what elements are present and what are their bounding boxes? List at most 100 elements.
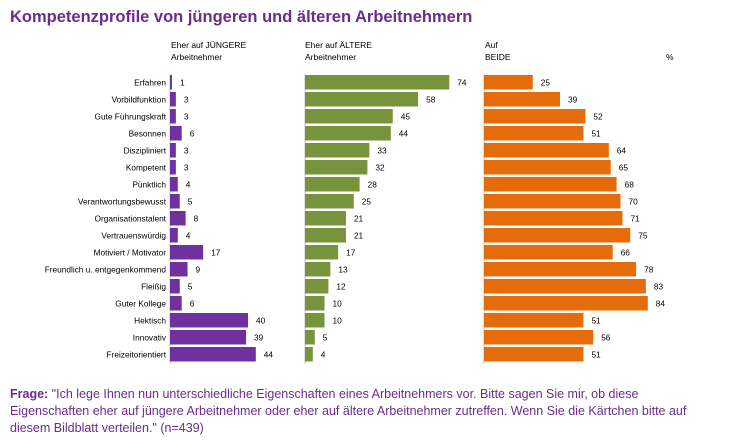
value-label-old: 32 xyxy=(375,162,385,172)
bar-old xyxy=(305,347,313,362)
bar-young xyxy=(170,245,204,260)
category-label: Fleißig xyxy=(141,281,166,291)
value-label-young: 40 xyxy=(256,315,266,325)
category-label: Organisationstalent xyxy=(95,213,167,223)
bar-both xyxy=(484,92,561,107)
category-label: Innovativ xyxy=(133,332,167,342)
value-label-both: 51 xyxy=(591,315,601,325)
bar-young xyxy=(170,211,186,226)
category-label: Kompetent xyxy=(126,162,167,172)
value-label-both: 84 xyxy=(656,298,666,308)
value-label-both: 66 xyxy=(621,247,631,257)
bar-old xyxy=(305,211,346,226)
category-label: Vertrauenswürdig xyxy=(101,230,166,240)
value-label-young: 3 xyxy=(184,94,189,104)
value-label-old: 12 xyxy=(336,281,346,291)
value-label-young: 9 xyxy=(196,264,201,274)
value-label-old: 25 xyxy=(362,196,372,206)
category-label: Diszipliniert xyxy=(124,145,167,155)
header-old-line1: Eher auf ÄLTERE xyxy=(305,40,372,50)
bar-young xyxy=(170,313,248,328)
value-label-old: 10 xyxy=(333,315,343,325)
value-label-young: 4 xyxy=(186,179,191,189)
footnote-text: "Ich lege Ihnen nun unterschiedliche Eig… xyxy=(10,387,687,435)
bar-old xyxy=(305,177,360,192)
value-label-old: 45 xyxy=(401,111,411,121)
bar-both xyxy=(484,177,617,192)
bar-young xyxy=(170,177,178,192)
header-old-line2: Arbeitnehmer xyxy=(305,52,356,62)
bar-young xyxy=(170,194,180,209)
footnote-label: Frage: xyxy=(10,387,49,401)
category-label: Guter Kollege xyxy=(115,298,166,308)
bar-old xyxy=(305,296,325,311)
value-label-both: 70 xyxy=(629,196,639,206)
bar-both xyxy=(484,160,611,175)
bar-young xyxy=(170,296,182,311)
bar-old xyxy=(305,126,391,141)
value-label-old: 44 xyxy=(399,128,409,138)
category-label: Freundlich u. entgegenkommend xyxy=(45,264,167,274)
value-label-both: 68 xyxy=(625,179,635,189)
value-label-both: 83 xyxy=(654,281,664,291)
bar-young xyxy=(170,228,178,243)
header-both-line1: Auf xyxy=(485,40,498,50)
bar-young xyxy=(170,347,256,362)
value-label-both: 25 xyxy=(541,77,551,87)
bar-young xyxy=(170,143,176,158)
bar-old xyxy=(305,75,450,90)
bar-young xyxy=(170,126,182,141)
bar-young xyxy=(170,262,188,277)
category-label: Besonnen xyxy=(129,128,167,138)
bar-both xyxy=(484,245,613,260)
bar-both xyxy=(484,296,648,311)
value-label-old: 21 xyxy=(354,213,364,223)
value-label-old: 21 xyxy=(354,230,364,240)
header-young-line1: Eher auf JÜNGERE xyxy=(171,40,246,50)
bar-old xyxy=(305,92,419,107)
value-label-young: 3 xyxy=(184,145,189,155)
value-label-young: 4 xyxy=(186,230,191,240)
bar-young xyxy=(170,92,176,107)
bar-old xyxy=(305,194,354,209)
value-label-old: 17 xyxy=(346,247,356,257)
bar-both xyxy=(484,143,609,158)
value-label-old: 33 xyxy=(377,145,387,155)
category-label: Vorbildfunktion xyxy=(112,94,167,104)
bar-both xyxy=(484,262,637,277)
value-label-both: 78 xyxy=(644,264,654,274)
value-label-old: 10 xyxy=(333,298,343,308)
category-label: Gute Führungskraft xyxy=(95,111,167,121)
value-label-young: 5 xyxy=(188,281,193,291)
value-label-both: 75 xyxy=(638,230,648,240)
value-label-both: 65 xyxy=(619,162,629,172)
header-both-line2: BEIDE xyxy=(485,52,511,62)
bar-both xyxy=(484,313,584,328)
value-label-old: 5 xyxy=(323,332,328,342)
chart-title: Kompetenzprofile von jüngeren und ältere… xyxy=(10,8,473,26)
value-label-young: 6 xyxy=(190,128,195,138)
value-label-old: 74 xyxy=(457,77,467,87)
category-label: Motiviert / Motivator xyxy=(94,247,167,257)
bar-old xyxy=(305,279,329,294)
bar-both xyxy=(484,109,586,124)
bar-old xyxy=(305,262,331,277)
column-headers: Eher auf JÜNGERE Arbeitnehmer Eher auf Ä… xyxy=(171,40,674,62)
category-label: Erfahren xyxy=(134,77,166,87)
value-label-young: 8 xyxy=(194,213,199,223)
value-label-young: 44 xyxy=(264,349,274,359)
value-label-both: 64 xyxy=(617,145,627,155)
bar-old xyxy=(305,330,315,345)
category-label: Pünktlich xyxy=(132,179,166,189)
bar-both xyxy=(484,211,623,226)
bar-old xyxy=(305,245,339,260)
bar-young xyxy=(170,160,176,175)
value-label-both: 56 xyxy=(601,332,611,342)
bar-old xyxy=(305,160,368,175)
value-label-young: 3 xyxy=(184,111,189,121)
bar-old xyxy=(305,143,370,158)
category-label: Freizeitorientiert xyxy=(107,349,167,359)
header-young-line2: Arbeitnehmer xyxy=(171,52,222,62)
value-label-old: 13 xyxy=(338,264,348,274)
value-label-old: 4 xyxy=(321,349,326,359)
